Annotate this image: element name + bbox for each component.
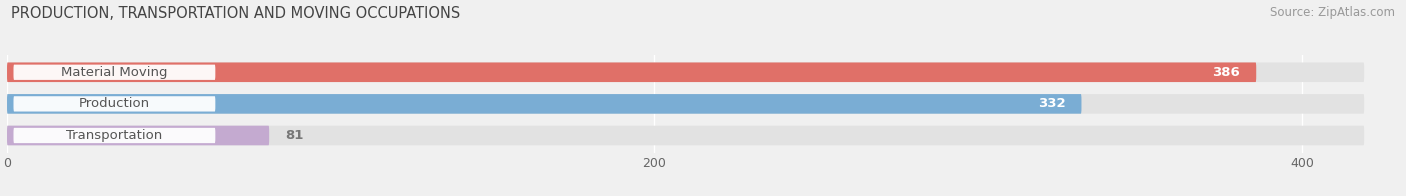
FancyBboxPatch shape	[7, 126, 1364, 145]
FancyBboxPatch shape	[14, 65, 215, 80]
FancyBboxPatch shape	[7, 94, 1364, 114]
Text: PRODUCTION, TRANSPORTATION AND MOVING OCCUPATIONS: PRODUCTION, TRANSPORTATION AND MOVING OC…	[11, 6, 461, 21]
FancyBboxPatch shape	[7, 63, 1256, 82]
FancyBboxPatch shape	[14, 128, 215, 143]
FancyBboxPatch shape	[14, 96, 215, 112]
Text: 332: 332	[1038, 97, 1066, 110]
Text: Production: Production	[79, 97, 150, 110]
FancyBboxPatch shape	[7, 94, 1081, 114]
Text: 386: 386	[1212, 66, 1240, 79]
Text: Transportation: Transportation	[66, 129, 163, 142]
FancyBboxPatch shape	[7, 63, 1364, 82]
FancyBboxPatch shape	[7, 126, 269, 145]
Text: Material Moving: Material Moving	[62, 66, 167, 79]
Text: 81: 81	[285, 129, 304, 142]
Text: Source: ZipAtlas.com: Source: ZipAtlas.com	[1270, 6, 1395, 19]
